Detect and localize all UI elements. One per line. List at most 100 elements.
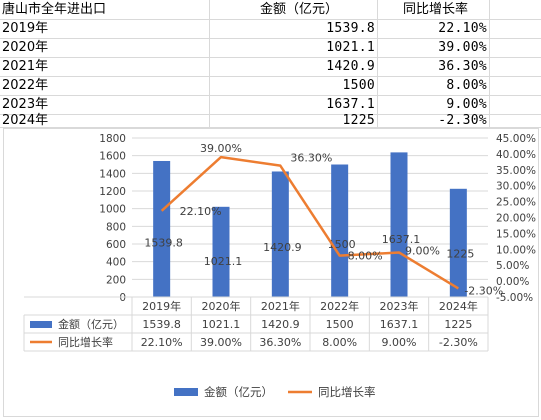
x-axis-tick-label: 2021年 bbox=[261, 299, 300, 313]
bar bbox=[449, 188, 467, 297]
legend-label: 同比增长率 bbox=[318, 385, 376, 399]
rate-cell[interactable]: -2.30% bbox=[378, 114, 490, 128]
bar bbox=[212, 206, 230, 297]
bar-data-label: 1225 bbox=[446, 248, 474, 261]
empty-cell[interactable] bbox=[490, 0, 541, 19]
y-axis-left-tick: 200 bbox=[106, 274, 126, 286]
y-axis-right-tick: 10.00% bbox=[496, 244, 536, 256]
empty-cell[interactable] bbox=[490, 114, 541, 127]
chart-svg: 0 200 400 600 800 1000 1200 1400 1600 1800 -5.00% 0… bbox=[23, 133, 536, 399]
header-cell-title[interactable]: 唐山市全年进出口 bbox=[0, 0, 210, 19]
rate-cell[interactable]: 8.00% bbox=[378, 76, 490, 95]
bar-data-label: 1021.1 bbox=[204, 255, 243, 268]
bar-data-label: 1637.1 bbox=[382, 233, 421, 246]
line-data-label: 9.00% bbox=[405, 244, 440, 257]
line-data-label: -2.30% bbox=[464, 284, 503, 297]
year-cell[interactable]: 2023年 bbox=[0, 95, 210, 114]
year-cell[interactable]: 2022年 bbox=[0, 76, 210, 95]
combo-chart[interactable]: 0 200 400 600 800 1000 1200 1400 1600 1800 -5.00% 0… bbox=[3, 128, 539, 417]
y-axis-right-tick: -5.00% bbox=[496, 292, 533, 304]
y-axis-left-tick: 0 bbox=[119, 292, 126, 304]
bar-data-label: 1420.9 bbox=[263, 241, 302, 254]
table-row: 2021年 1420.9 36.30% bbox=[0, 57, 541, 77]
y-axis-right-tick: 15.00% bbox=[496, 228, 536, 240]
header-row: 唐山市全年进出口 金额（亿元） 同比增长率 bbox=[0, 0, 541, 20]
amount-cell[interactable]: 1225 bbox=[210, 114, 378, 128]
year-cell[interactable]: 2024年 bbox=[0, 114, 210, 128]
legend-bar-key bbox=[174, 388, 198, 396]
y-axis-left-tick: 600 bbox=[106, 239, 126, 251]
amount-cell[interactable]: 1637.1 bbox=[210, 95, 378, 114]
y-axis-right-tick: 5.00% bbox=[496, 260, 529, 272]
empty-cell[interactable] bbox=[490, 76, 541, 95]
y-axis-left-tick: 1000 bbox=[99, 204, 126, 216]
y-axis-right-tick: 40.00% bbox=[496, 149, 536, 161]
line-data-label: 36.30% bbox=[290, 152, 332, 165]
bar-data-label: 1539.8 bbox=[144, 237, 183, 250]
bar bbox=[331, 164, 349, 297]
data-table-bar-key bbox=[30, 321, 52, 328]
y-axis-left-tick: 1200 bbox=[99, 186, 126, 198]
x-axis-tick-label: 2024年 bbox=[439, 299, 478, 313]
rate-cell[interactable]: 36.30% bbox=[378, 57, 490, 76]
bar bbox=[153, 160, 171, 297]
data-table-value: 1637.1 bbox=[380, 318, 419, 331]
bar bbox=[390, 152, 408, 297]
year-cell[interactable]: 2019年 bbox=[0, 19, 210, 38]
table-row: 2020年 1021.1 39.00% bbox=[0, 38, 541, 58]
y-axis-left-tick: 1400 bbox=[99, 168, 126, 180]
amount-cell[interactable]: 1539.8 bbox=[210, 19, 378, 38]
data-table-value: 1420.9 bbox=[261, 318, 300, 331]
y-axis-left-tick: 800 bbox=[106, 221, 126, 233]
amount-cell[interactable]: 1420.9 bbox=[210, 57, 378, 76]
data-table-value: 22.10% bbox=[141, 336, 183, 349]
rate-cell[interactable]: 39.00% bbox=[378, 38, 490, 57]
data-table-series-name: 金额（亿元） bbox=[58, 317, 124, 331]
x-axis-tick-label: 2023年 bbox=[380, 299, 419, 313]
data-table-value: -2.30% bbox=[439, 336, 478, 349]
table-row: 2023年 1637.1 9.00% bbox=[0, 95, 541, 115]
y-axis-left-tick: 1600 bbox=[99, 151, 126, 163]
y-axis-left-tick: 400 bbox=[106, 257, 126, 269]
line-data-label: 22.10% bbox=[180, 205, 222, 218]
header-cell-rate[interactable]: 同比增长率 bbox=[378, 0, 490, 19]
data-table-value: 39.00% bbox=[200, 336, 242, 349]
legend-label: 金额（亿元） bbox=[204, 385, 273, 399]
table-row: 2019年 1539.8 22.10% bbox=[0, 19, 541, 39]
amount-cell[interactable]: 1500 bbox=[210, 76, 378, 95]
data-table-value: 1500 bbox=[326, 318, 354, 331]
y-axis-right-tick: 25.00% bbox=[496, 197, 536, 209]
line-data-label: 8.00% bbox=[348, 250, 383, 263]
empty-cell[interactable] bbox=[490, 38, 541, 57]
y-axis-left-tick: 1800 bbox=[99, 133, 126, 145]
table-row: 2024年 1225 -2.30% bbox=[0, 114, 541, 128]
empty-cell[interactable] bbox=[490, 95, 541, 114]
data-table-series-name: 同比增长率 bbox=[58, 335, 113, 349]
year-cell[interactable]: 2020年 bbox=[0, 38, 210, 57]
line-series bbox=[160, 155, 459, 290]
empty-cell[interactable] bbox=[490, 19, 541, 38]
line-data-label: 39.00% bbox=[200, 142, 242, 155]
bar bbox=[271, 171, 289, 297]
x-axis-tick-label: 2022年 bbox=[320, 299, 359, 313]
y-axis-right-tick: 20.00% bbox=[496, 213, 536, 225]
y-axis-right-tick: 45.00% bbox=[496, 133, 536, 145]
amount-cell[interactable]: 1021.1 bbox=[210, 38, 378, 57]
header-cell-amount[interactable]: 金额（亿元） bbox=[210, 0, 378, 19]
data-table-value: 9.00% bbox=[382, 336, 417, 349]
x-axis-tick-label: 2020年 bbox=[202, 299, 241, 313]
y-axis-right-tick: 0.00% bbox=[496, 276, 529, 288]
year-cell[interactable]: 2021年 bbox=[0, 57, 210, 76]
data-table-value: 1021.1 bbox=[202, 318, 241, 331]
data-table-value: 1225 bbox=[444, 318, 472, 331]
table-row: 2022年 1500 8.00% bbox=[0, 76, 541, 96]
x-axis-tick-label: 2019年 bbox=[142, 299, 181, 313]
rate-cell[interactable]: 22.10% bbox=[378, 19, 490, 38]
data-table-value: 36.30% bbox=[259, 336, 301, 349]
data-table-value: 1539.8 bbox=[142, 318, 181, 331]
empty-cell[interactable] bbox=[490, 57, 541, 76]
data-table-value: 8.00% bbox=[322, 336, 357, 349]
rate-cell[interactable]: 9.00% bbox=[378, 95, 490, 114]
y-axis-right-tick: 30.00% bbox=[496, 181, 536, 193]
spreadsheet: 唐山市全年进出口 金额（亿元） 同比增长率 2019年 1539.8 22.10… bbox=[0, 0, 541, 128]
